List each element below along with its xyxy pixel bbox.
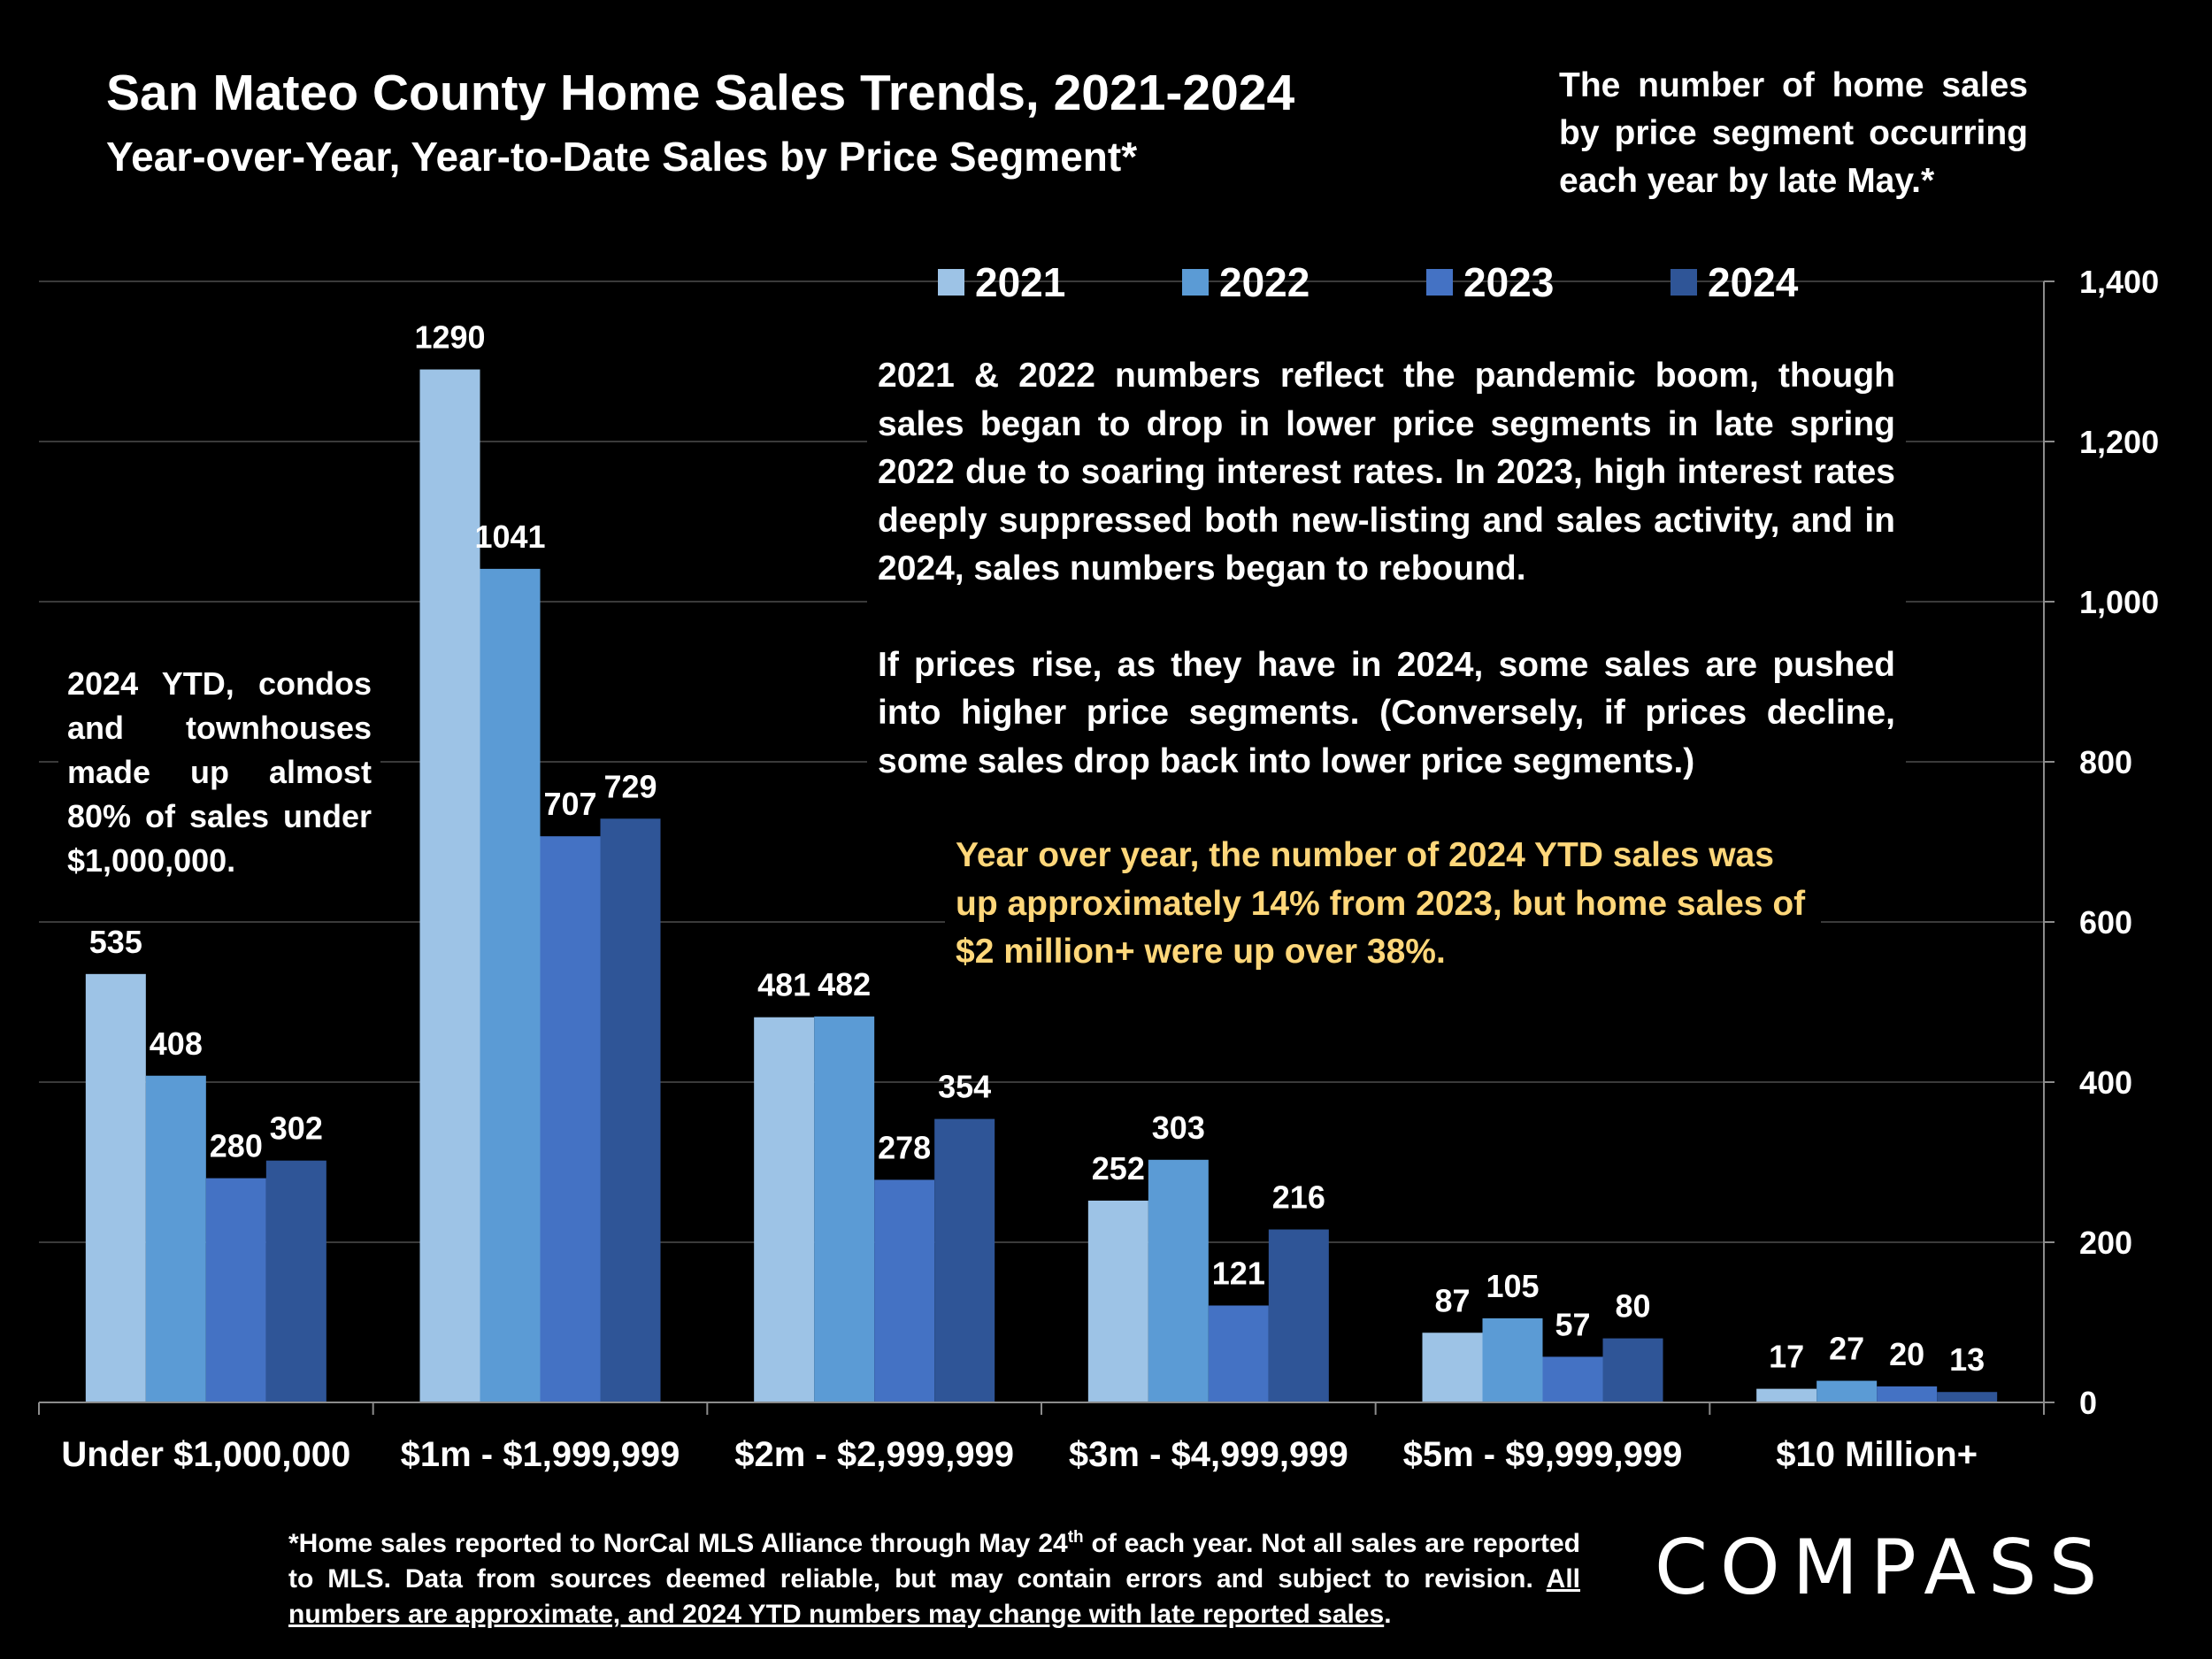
legend-swatch: [1182, 269, 1209, 296]
legend-swatch: [1671, 269, 1697, 296]
data-label: 354: [938, 1069, 991, 1105]
legend-item: 2024: [1671, 258, 1915, 306]
data-label: 105: [1486, 1268, 1539, 1304]
y-tick-label: 800: [2079, 744, 2132, 780]
footnote-superscript: th: [1067, 1528, 1084, 1547]
legend-item: 2023: [1426, 258, 1671, 306]
data-label: 707: [543, 786, 596, 822]
bar: [1877, 1386, 1938, 1402]
bar: [1422, 1333, 1483, 1402]
top-note: The number of home sales by price segmen…: [1559, 66, 2028, 200]
bar: [1268, 1229, 1329, 1402]
legend: 2021 2022 2023 2024: [938, 258, 1915, 306]
annotation-yoy: Year over year, the number of 2024 YTD s…: [945, 832, 1821, 977]
data-label: 20: [1889, 1336, 1924, 1372]
x-category-label: Under $1,000,000: [61, 1435, 350, 1474]
data-label: 729: [603, 768, 657, 804]
bar: [814, 1016, 875, 1402]
annotation-paragraph-1: 2021 & 2022 numbers reflect the pandemic…: [878, 357, 1895, 588]
footnote-end: .: [1384, 1600, 1392, 1629]
bar: [1937, 1392, 1998, 1402]
data-label: 17: [1769, 1339, 1804, 1375]
bar: [1816, 1380, 1878, 1402]
y-tick-label: 1,400: [2079, 264, 2159, 300]
bar: [265, 1160, 326, 1402]
footnote-text-2: of each year. Not all sales are reported…: [288, 1529, 1580, 1594]
data-label: 1290: [414, 319, 485, 356]
footnote: *Home sales reported to NorCal MLS Allia…: [288, 1520, 1580, 1632]
data-label: 1041: [474, 518, 545, 555]
bar: [1148, 1159, 1209, 1402]
chart-title: San Mateo County Home Sales Trends, 2021…: [106, 65, 1295, 121]
annotation-paragraph-2: If prices rise, as they have in 2024, so…: [878, 645, 1895, 780]
bar: [1087, 1200, 1148, 1402]
bar: [205, 1178, 266, 1402]
footnote-underlined: All numbers are approximate, and 2024 YT…: [288, 1564, 1580, 1629]
bar: [1756, 1388, 1817, 1402]
bar: [1602, 1338, 1663, 1402]
bar: [1542, 1356, 1603, 1402]
data-label: 302: [270, 1110, 323, 1147]
data-label: 13: [1949, 1341, 1985, 1378]
axes: 0 200 400 600 800 1,000 1,200 1,400: [38, 264, 2159, 1421]
bar: [480, 568, 541, 1402]
data-label: 57: [1555, 1306, 1590, 1342]
bar: [874, 1179, 935, 1402]
data-label: 303: [1152, 1110, 1205, 1146]
legend-label: 2024: [1708, 259, 1799, 305]
bar: [1482, 1317, 1543, 1402]
data-label: 482: [818, 966, 871, 1002]
data-label: 121: [1212, 1255, 1265, 1291]
legend-swatch: [1426, 269, 1453, 296]
legend-swatch: [938, 269, 964, 296]
footnote-text-1: *Home sales reported to NorCal MLS Allia…: [288, 1529, 1068, 1558]
data-label: 80: [1615, 1288, 1650, 1325]
data-label: 278: [878, 1129, 931, 1165]
data-label: 535: [89, 924, 142, 960]
x-category-label: $10 Million+: [1776, 1435, 1978, 1474]
data-label: 408: [150, 1025, 203, 1062]
compass-logo: COMPASS: [1655, 1524, 2110, 1612]
bar: [754, 1017, 815, 1402]
labels: Under $1,000,000 535 408 280 302 $1m - $1,999…: [61, 319, 1985, 1474]
annotation-condo: 2024 YTD, condos and townhouses made up …: [58, 662, 380, 883]
data-label: 280: [210, 1128, 263, 1164]
bar: [540, 836, 601, 1402]
chart-subtitle: Year-over-Year, Year-to-Date Sales by Pr…: [106, 134, 1138, 180]
legend-label: 2023: [1463, 259, 1555, 305]
legend-item: 2022: [1182, 258, 1426, 306]
legend-label: 2021: [975, 259, 1066, 305]
data-label: 216: [1272, 1179, 1325, 1216]
y-tick-label: 1,000: [2079, 584, 2159, 620]
bar: [85, 973, 146, 1402]
data-label: 27: [1829, 1331, 1864, 1367]
bar: [419, 369, 480, 1402]
bar: [145, 1075, 206, 1402]
x-category-label: $5m - $9,999,999: [1403, 1435, 1683, 1474]
y-tick-label: 200: [2079, 1225, 2132, 1261]
data-label: 87: [1434, 1282, 1470, 1318]
legend-item: 2021: [938, 258, 1182, 306]
bar: [934, 1118, 995, 1402]
data-label: 481: [757, 967, 810, 1003]
legend-label: 2022: [1219, 259, 1310, 305]
x-category-label: $1m - $1,999,999: [401, 1435, 680, 1474]
y-tick-label: 600: [2079, 904, 2132, 941]
x-category-label: $3m - $4,999,999: [1069, 1435, 1348, 1474]
bar: [1208, 1305, 1269, 1402]
annotation-market-context: 2021 & 2022 numbers reflect the pandemic…: [867, 352, 1906, 786]
y-tick-label: 0: [2079, 1385, 2097, 1421]
bar: [600, 818, 661, 1402]
x-category-label: $2m - $2,999,999: [734, 1435, 1014, 1474]
y-tick-label: 400: [2079, 1064, 2132, 1101]
data-label: 252: [1092, 1150, 1145, 1187]
bars: [85, 369, 1998, 1402]
y-tick-label: 1,200: [2079, 424, 2159, 460]
